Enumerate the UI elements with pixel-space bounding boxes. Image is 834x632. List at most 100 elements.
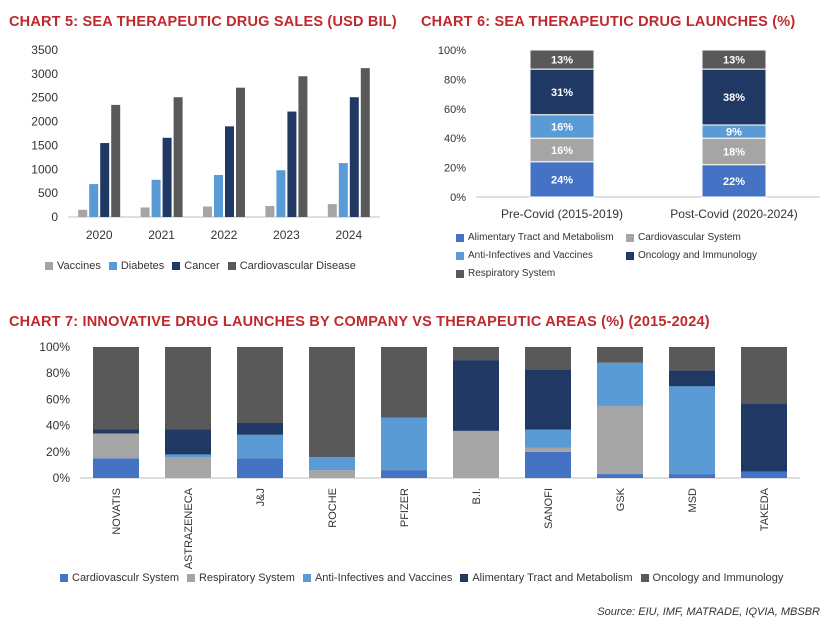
chart7-bar-segment bbox=[741, 347, 787, 404]
chart5-ytick-label: 2500 bbox=[31, 91, 58, 105]
chart6-ytick-label: 80% bbox=[444, 74, 466, 86]
chart5-bar bbox=[265, 206, 275, 217]
chart7-bar-segment bbox=[525, 447, 571, 452]
chart5-legend-item: Vaccines bbox=[45, 260, 101, 272]
chart7-bar-segment bbox=[669, 386, 715, 475]
chart7-bar-segment bbox=[309, 347, 355, 458]
chart6-bar-segment bbox=[701, 137, 767, 166]
chart5-bar bbox=[338, 163, 348, 217]
chart6-ytick-label: 20% bbox=[444, 163, 466, 175]
chart5-xtick-label: 2022 bbox=[211, 228, 238, 242]
chart5-bar bbox=[162, 137, 172, 217]
chart7-xtick-label: ROCHE bbox=[327, 488, 339, 528]
chart5-bar bbox=[225, 126, 234, 217]
chart6-ytick-label: 0% bbox=[450, 192, 466, 204]
chart6-data-label: 31% bbox=[551, 87, 573, 99]
chart6-legend-item: Oncology and Immunology bbox=[626, 248, 796, 264]
chart7-legend-swatch bbox=[302, 574, 311, 582]
chart7-legend-item: Alimentary Tract and Metabolism bbox=[460, 572, 633, 584]
chart5-bar bbox=[151, 179, 161, 217]
chart6-data-label: 13% bbox=[723, 55, 745, 67]
chart5-legend-item: Cancer bbox=[172, 260, 220, 272]
chart7-bar-segment bbox=[525, 347, 571, 370]
chart7-xtick-label: ASTRAZENECA bbox=[183, 487, 195, 569]
chart7-legend-swatch bbox=[640, 574, 649, 582]
chart7-bar-segment bbox=[165, 429, 211, 455]
chart6-ytick-label: 60% bbox=[444, 104, 466, 116]
chart6-data-label: 18% bbox=[723, 146, 745, 158]
chart7-ytick-label: 0% bbox=[53, 471, 71, 485]
chart6-legend-label: Alimentary Tract and Metabolism bbox=[468, 232, 614, 243]
chart7-bar-segment bbox=[381, 417, 427, 471]
chart7-xtick-label: GSK bbox=[615, 487, 627, 511]
chart6-xtick-label: Post-Covid (2020-2024) bbox=[670, 207, 797, 221]
chart7-legend-label: Respiratory System bbox=[198, 572, 295, 584]
chart5-legend-swatch bbox=[45, 262, 53, 270]
chart5-bar bbox=[100, 143, 110, 217]
chart5-bar bbox=[276, 170, 286, 217]
chart6-legend-item: Cardiovascular System bbox=[626, 230, 796, 246]
chart7-bar-segment bbox=[453, 430, 499, 478]
chart6-bar-segment bbox=[529, 49, 595, 70]
chart5-ytick-label: 2000 bbox=[31, 115, 58, 129]
chart7-xtick-label: PFIZER bbox=[399, 488, 411, 527]
chart7-legend-label: Anti-Infectives and Vaccines bbox=[314, 572, 453, 584]
chart6-data-label: 38% bbox=[723, 92, 745, 104]
chart6-legend-swatch bbox=[456, 270, 464, 278]
chart6-ytick-label: 40% bbox=[444, 133, 466, 145]
chart7-legend-item: Respiratory System bbox=[186, 572, 295, 584]
chart7-bar-segment bbox=[165, 454, 211, 458]
chart7-legend-item: Cardiovasculr System bbox=[60, 572, 179, 584]
chart6-bar-segment bbox=[529, 161, 595, 198]
chart7-bar-segment bbox=[453, 360, 499, 431]
chart7-legend-swatch bbox=[60, 574, 68, 582]
chart5-bar bbox=[360, 68, 370, 217]
chart6-legend-item: Anti-Infectives and Vaccines bbox=[456, 248, 626, 264]
chart6-data-label: 16% bbox=[551, 121, 573, 133]
chart7-ytick-label: 40% bbox=[46, 419, 70, 433]
chart6-legend-item: Respiratory System bbox=[456, 266, 626, 282]
chart6-legend: Alimentary Tract and Metabolism Cardiovas… bbox=[456, 230, 796, 284]
chart7-xtick-label: J&J bbox=[255, 488, 267, 506]
chart5-bar bbox=[78, 209, 88, 217]
chart5-xtick-label: 2024 bbox=[335, 228, 362, 242]
chart7-bar-segment bbox=[525, 451, 571, 478]
chart7-legend-item: Oncology and Immunology bbox=[640, 572, 783, 584]
chart5-ytick-label: 1000 bbox=[31, 162, 58, 176]
chart7-bar-segment bbox=[669, 474, 715, 478]
chart7-bar-segment bbox=[381, 470, 427, 478]
chart5-bar bbox=[287, 111, 297, 217]
chart6-legend-label: Cardiovascular System bbox=[638, 232, 741, 243]
chart6-legend-swatch bbox=[456, 234, 464, 242]
chart5-bar bbox=[298, 76, 308, 217]
chart7-bar-segment bbox=[741, 471, 787, 478]
chart7-bar-segment bbox=[165, 347, 211, 430]
chart7-bar-segment bbox=[669, 347, 715, 371]
chart5-legend-label: Cancer bbox=[184, 260, 220, 272]
chart7-bar-segment bbox=[237, 422, 283, 435]
chart5-legend: Vaccines Diabetes Cancer Cardiovascular Dis… bbox=[45, 260, 364, 273]
chart5-legend-label: Vaccines bbox=[57, 260, 101, 272]
chart7-bar-segment bbox=[597, 474, 643, 478]
chart5-ytick-label: 3000 bbox=[31, 67, 58, 81]
chart6-data-label: 24% bbox=[551, 174, 573, 186]
chart7-xtick-label: B.I. bbox=[471, 488, 483, 505]
chart7-bar-segment bbox=[93, 433, 139, 459]
chart5-xtick-label: 2020 bbox=[86, 228, 113, 242]
chart6-legend-item: Alimentary Tract and Metabolism bbox=[456, 230, 626, 246]
chart6-bar-segment bbox=[701, 164, 767, 198]
chart7-xtick-label: SANOFI bbox=[543, 488, 555, 529]
chart6-data-label: 16% bbox=[551, 145, 573, 157]
chart7-plot: 0% 20% 40% 60% 80% 100% NOVATIS ASTRAZENECA J&J R… bbox=[39, 340, 800, 569]
chart7-bar-segment bbox=[525, 429, 571, 448]
chart7-bar-segment bbox=[93, 458, 139, 478]
chart5-legend-item: Cardiovascular Disease bbox=[227, 260, 356, 272]
chart7-bar-segment bbox=[381, 347, 427, 418]
chart5-ytick-label: 1500 bbox=[31, 138, 58, 152]
chart7-bar-segment bbox=[525, 369, 571, 430]
chart6-ytick-label: 100% bbox=[438, 45, 466, 57]
chart6-data-label: 22% bbox=[723, 176, 745, 188]
chart6-legend-swatch bbox=[626, 252, 634, 260]
chart6-legend-label: Oncology and Immunology bbox=[638, 250, 757, 261]
chart6-legend-swatch bbox=[456, 252, 464, 260]
